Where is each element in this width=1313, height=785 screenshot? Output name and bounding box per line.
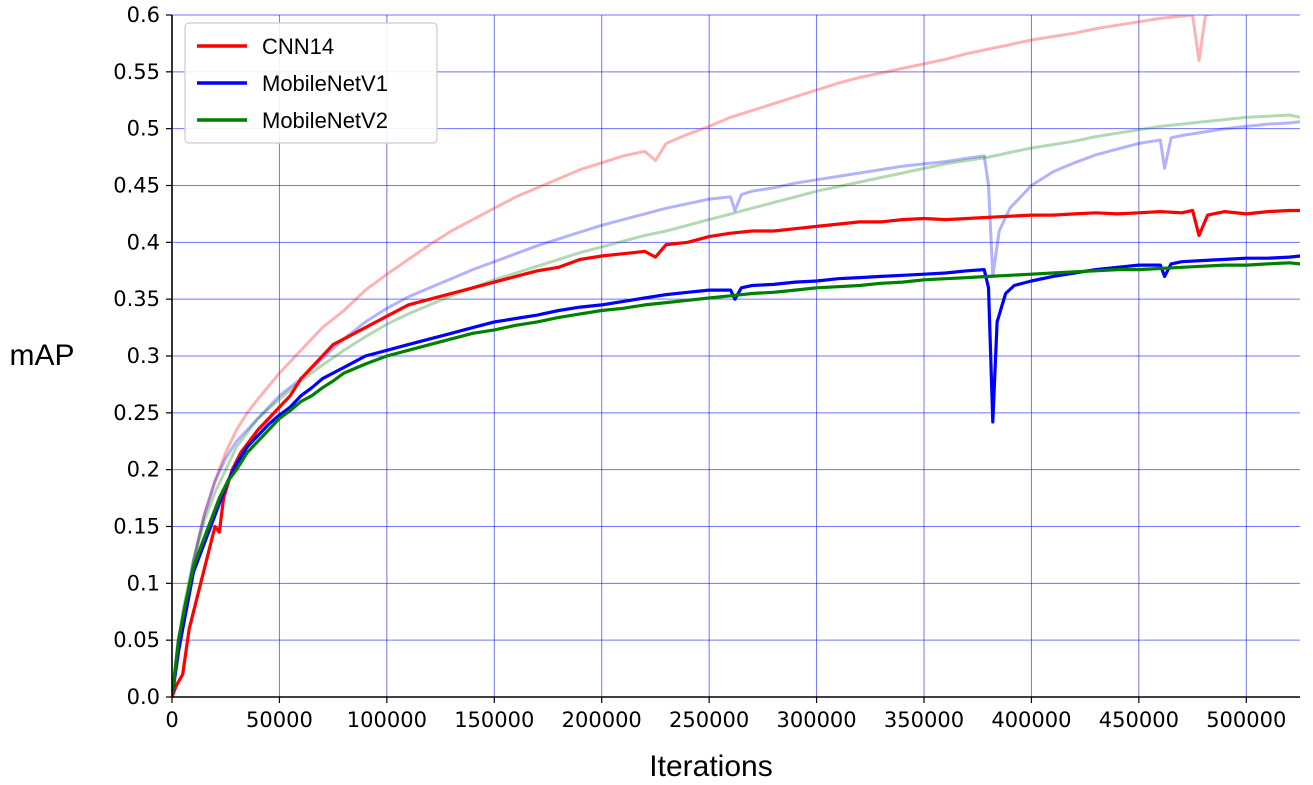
x-axis-title: Iterations <box>649 750 772 783</box>
series-line-mobilenetv2-faded <box>172 113 1300 697</box>
series-line-mobilenetv2 <box>172 261 1300 697</box>
legend-box <box>184 22 438 144</box>
x-tick-label: 150000 <box>454 708 534 732</box>
y-tick-label: 0.1 <box>127 571 160 595</box>
y-tick-label: 0.25 <box>113 401 160 425</box>
y-tick-label: 0.0 <box>127 685 160 709</box>
x-tick-label: 400000 <box>991 708 1071 732</box>
legend-label-mobilenetv1: MobileNetV1 <box>262 71 388 96</box>
y-tick-label: 0.3 <box>127 344 160 368</box>
y-tick-label: 0.5 <box>127 117 160 141</box>
x-tick-label: 250000 <box>669 708 749 732</box>
x-tick-label: 50000 <box>246 708 313 732</box>
y-tick-label: 0.4 <box>127 230 160 254</box>
series-layer <box>172 15 1300 697</box>
x-tick-label: 300000 <box>776 708 856 732</box>
x-tick-label: 200000 <box>562 708 642 732</box>
y-tick-label: 0.45 <box>113 174 160 198</box>
series-line-mobilenetv1 <box>172 254 1300 697</box>
y-tick-label: 0.35 <box>113 287 160 311</box>
x-tick-label: 0 <box>165 708 178 732</box>
legend-label-cnn14: CNN14 <box>262 34 334 59</box>
x-tick-label: 350000 <box>884 708 964 732</box>
series-line-cnn14-faded <box>172 15 1215 697</box>
legend-label-mobilenetv2: MobileNetV2 <box>262 108 388 133</box>
legend: CNN14 MobileNetV1 MobileNetV2 <box>184 22 438 144</box>
y-tick-label: 0.15 <box>113 515 160 539</box>
grid <box>172 14 1300 697</box>
y-tick-label: 0.55 <box>113 60 160 84</box>
series-line-cnn14 <box>172 208 1300 697</box>
y-axis-title: mAP <box>9 339 74 372</box>
x-tick-label: 100000 <box>347 708 427 732</box>
x-tick-label: 450000 <box>1099 708 1179 732</box>
x-ticks: 0 50000 100000 150000 200000 250000 300000 3500… <box>165 697 1286 732</box>
y-tick-label: 0.6 <box>127 3 160 27</box>
y-tick-label: 0.2 <box>127 458 160 482</box>
y-tick-label: 0.05 <box>113 628 160 652</box>
y-ticks: 0.0 0.05 0.1 0.15 0.2 0.25 0.3 0.35 0.4 0.45 0.5 0.… <box>113 3 172 709</box>
x-tick-label: 500000 <box>1206 708 1286 732</box>
series-line-mobilenetv1-faded <box>172 120 1300 697</box>
